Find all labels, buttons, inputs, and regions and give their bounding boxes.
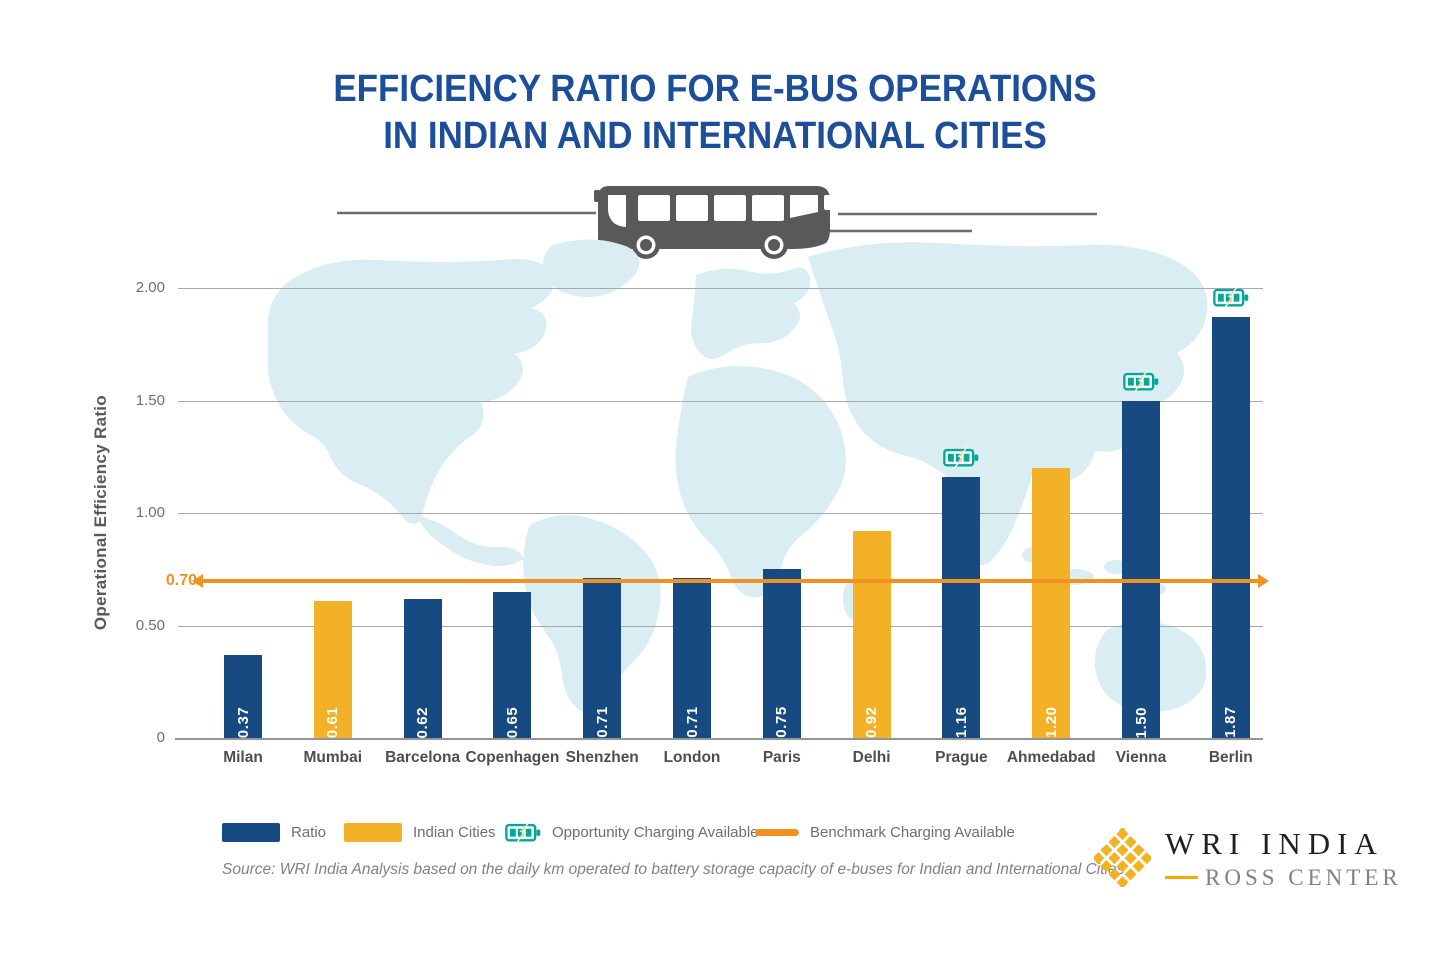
x-label-berlin: Berlin [1208,749,1253,766]
y-axis-title: Operational Efficiency Ratio [91,395,110,631]
benchmark-line [192,573,1269,588]
legend-item-opportunity-charging: Opportunity Charging Available [505,820,759,845]
legend: Ratio Indian Cities Opportunity Charging… [0,820,1430,848]
opportunity-charging-icon-vienna [1123,369,1159,394]
x-label-shenzhen: Shenzhen [565,749,639,766]
wri-knot-icon [1094,828,1151,887]
bus-graphic [330,178,1100,262]
battery-bolt-icon [505,820,541,845]
x-label-milan: Milan [223,749,263,766]
opportunity-charging-battery-icon [1123,369,1159,394]
bar-value-prague: 1.16 [952,706,970,738]
bar-copenhagen: 0.65 [493,591,532,738]
bar-value-berlin: 1.87 [1222,706,1240,738]
wri-logo-text: WRI INDIA ROSS CENTER [1165,828,1402,889]
wri-india-wordmark: WRI INDIA [1165,826,1384,861]
bus-icon [337,186,1097,259]
bar-ahmedabad: 1.20 [1032,468,1071,738]
opportunity-charging-battery-icon [1212,286,1249,310]
ross-center-wordmark: ROSS CENTER [1205,865,1402,890]
bar-mumbai: 0.61 [313,600,352,738]
chart-title: EFFICIENCY RATIO FOR E-BUS OPERATIONS IN… [57,66,1373,160]
legend-label-ratio: Ratio [291,823,327,841]
bar-value-milan: 0.37 [234,706,252,738]
y-tick-label: 0 [156,729,165,746]
opportunity-charging-icon-berlin [1212,286,1249,310]
world-map-background [265,237,1218,782]
gridline-1.00 [178,513,1263,514]
legend-item-benchmark: Benchmark Charging Available [755,820,1015,844]
bar-london: 0.71 [673,578,711,738]
logo-dash [1165,876,1198,879]
y-tick-label: 2.00 [135,279,165,296]
bar-value-barcelona: 0.62 [414,706,432,738]
legend-label-opportunity-charging: Opportunity Charging Available [552,823,759,841]
bar-barcelona: 0.62 [403,598,442,738]
x-label-london: London [663,749,721,766]
gridline-1.50 [178,400,1263,402]
bar-berlin: 1.87 [1211,317,1250,738]
x-label-ahmedabad: Ahmedabad [1006,749,1096,766]
bar-value-ahmedabad: 1.20 [1042,706,1060,738]
plot-area: 2.00 1.50 1.00 0.50 0 0.37 Milan 0.61 Mumbai 0.62… [136,279,1269,766]
bar-value-paris: 0.75 [773,706,791,738]
wri-india-logo: WRI INDIA ROSS CENTER [1094,828,1402,889]
x-label-mumbai: Mumbai [303,749,363,766]
legend-item-indian-cities: Indian Cities [344,820,496,844]
bar-value-mumbai: 0.61 [324,706,342,738]
indian-cities-swatch-icon [344,822,402,842]
x-label-copenhagen: Copenhagen [465,749,560,766]
x-label-paris: Paris [762,749,801,766]
benchmark-line-swatch-icon [755,828,799,836]
y-tick-label: 1.00 [135,504,165,521]
gridline-2.00 [178,288,1263,289]
opportunity-charging-battery-icon [943,445,979,470]
bar-paris: 0.75 [762,569,801,738]
legend-label-indian-cities: Indian Cities [413,823,496,841]
bar-value-copenhagen: 0.65 [503,706,521,738]
opportunity-charging-icon-prague [943,445,979,470]
x-label-vienna: Vienna [1115,749,1167,766]
bar-value-vienna: 1.50 [1132,706,1150,738]
chart-title-line2: IN INDIAN AND INTERNATIONAL CITIES [383,115,1047,158]
bar-milan: 0.37 [224,654,262,738]
bar-prague: 1.16 [942,477,981,738]
y-tick-label: 0.50 [135,616,165,634]
y-axis-title-wrap: Operational Efficiency Ratio [88,288,114,738]
gridline-0.50 [178,625,1263,627]
bar-shenzhen: 0.71 [583,578,622,738]
opportunity-charging-battery-icon [505,820,541,845]
x-label-delhi: Delhi [852,749,891,766]
benchmark-arrow-left-icon [192,573,203,588]
benchmark-value-label: 0.70 [165,571,197,589]
legend-item-ratio: Ratio [222,820,326,844]
bar-vienna: 1.50 [1122,400,1160,738]
chart-title-line1: EFFICIENCY RATIO FOR E-BUS OPERATIONS [333,68,1097,110]
benchmark-arrow-right-icon [1258,573,1269,588]
source-note: Source: WRI India Analysis based on the … [222,861,1125,878]
x-label-prague: Prague [935,749,988,766]
bar-delhi: 0.92 [852,531,891,738]
x-label-barcelona: Barcelona [385,749,461,766]
bar-value-shenzhen: 0.71 [593,706,611,738]
ratio-swatch-icon [222,822,280,842]
y-tick-label: 1.50 [135,391,165,409]
bar-value-london: 0.71 [683,706,701,738]
legend-label-benchmark: Benchmark Charging Available [810,823,1015,841]
world-map-icon [265,239,1208,713]
bar-value-delhi: 0.92 [863,706,881,738]
